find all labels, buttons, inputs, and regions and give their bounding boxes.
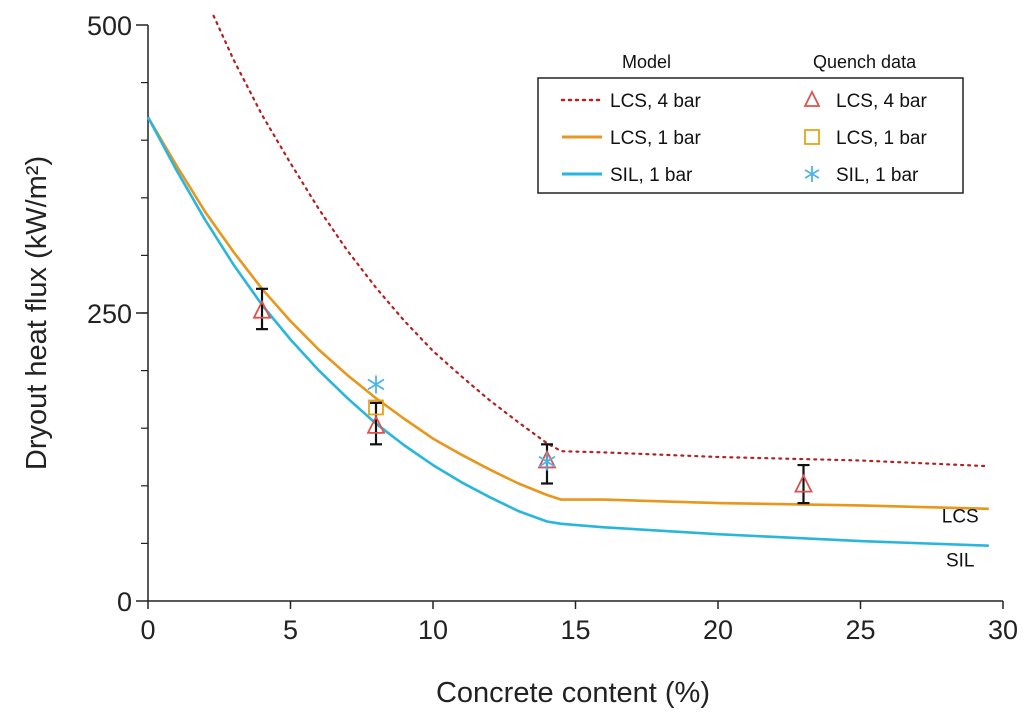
legend-label-lcs4: LCS, 4 bar [610,91,701,112]
data-point-asterisk [538,452,556,471]
legend-marker-triangle [803,89,821,107]
legend-data-label-sil1: SIL, 1 bar [836,165,919,186]
x-tick-label: 20 [703,615,733,645]
y-tick-label: 0 [117,587,132,617]
x-tick-label: 10 [418,615,448,645]
data-point-asterisk [367,375,385,394]
series-line-sil1 [146,116,989,547]
x-axis-title: Concrete content (%) [436,677,710,709]
asterisk-stroke [538,455,556,468]
legend-marker-asterisk [804,166,820,182]
x-tick-label: 5 [283,615,298,645]
legend-data-label-lcs4: LCS, 4 bar [836,91,927,112]
curve-label-sil: SIL [946,550,975,571]
legend-model-header: Model [622,52,671,72]
y-tick-label: 500 [87,11,132,41]
data-point-triangle [366,414,386,434]
legend: Model Quench data LCS, 4 bar LCS, 1 bar … [537,52,964,194]
data-point-triangle [794,473,813,493]
series-line-lcs4 [212,14,990,468]
legend-label-sil1: SIL, 1 bar [610,165,693,186]
y-tick-label: 250 [87,299,132,329]
legend-box [537,77,964,194]
series-line-lcs1 [146,116,989,511]
data-point-square [368,399,384,416]
quench-data-markers [252,287,813,505]
curve-annotations: LCS SIL [942,507,979,572]
plot-axes: 0 5 10 15 20 25 30 0 250 500 [87,11,1018,645]
legend-marker-square [804,129,820,145]
data-point-triangle [252,299,272,319]
y-axis-title: Dryout heat flux (kW/m²) [21,156,53,470]
x-tick-label: 25 [845,615,875,645]
model-curves [146,14,990,547]
legend-data-header: Quench data [813,52,917,72]
asterisk-stroke [367,378,385,391]
legend-data-label-lcs1: LCS, 1 bar [836,128,927,149]
x-tick-label: 15 [560,615,590,645]
curve-label-lcs: LCS [942,507,979,528]
x-tick-label: 0 [140,615,155,645]
x-tick-label: 30 [988,615,1018,645]
legend-label-lcs1: LCS, 1 bar [610,128,701,149]
